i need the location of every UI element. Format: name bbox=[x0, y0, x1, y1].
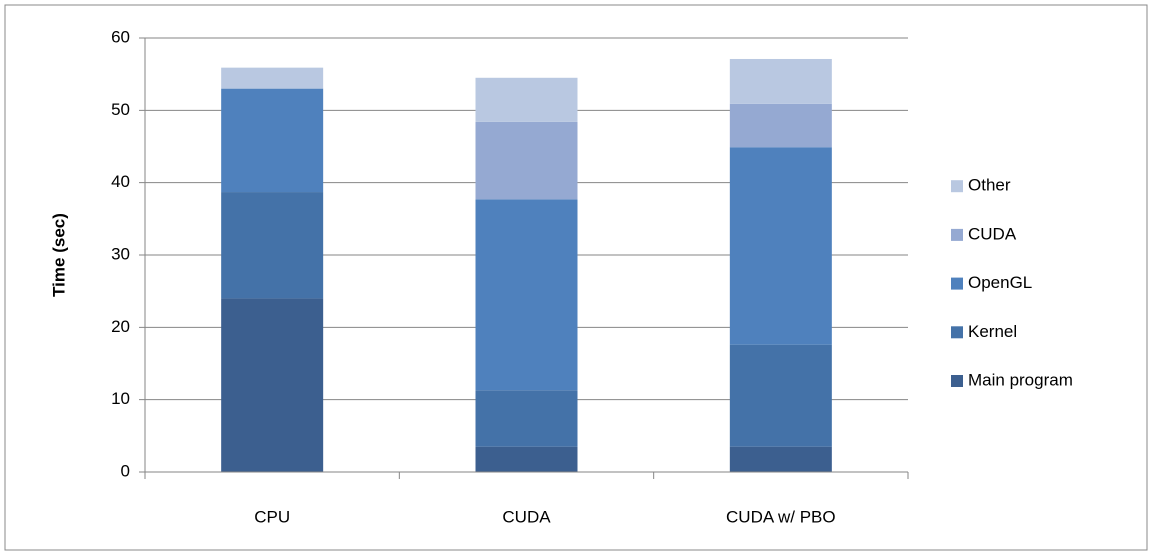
legend-swatch bbox=[951, 277, 963, 290]
bar-segment bbox=[475, 121, 578, 200]
x-tick-label: CPU bbox=[254, 507, 290, 526]
bar-segment bbox=[729, 446, 832, 472]
legend-swatch bbox=[951, 326, 963, 339]
bar-segment bbox=[221, 88, 324, 193]
y-tick-label: 50 bbox=[111, 100, 130, 119]
y-axis-label: Time (sec) bbox=[49, 213, 68, 297]
legend-label: Main program bbox=[968, 370, 1073, 389]
y-tick-label: 10 bbox=[111, 389, 130, 408]
legend-label: CUDA bbox=[968, 224, 1017, 243]
x-tick-label: CUDA bbox=[502, 507, 551, 526]
legend-label: Kernel bbox=[968, 322, 1017, 341]
y-tick-label: 0 bbox=[121, 461, 130, 480]
legend-swatch bbox=[951, 228, 963, 241]
bar-segment bbox=[221, 298, 324, 472]
y-tick-label: 30 bbox=[111, 244, 130, 263]
bar-segment bbox=[475, 446, 578, 472]
legend-label: OpenGL bbox=[968, 273, 1032, 292]
y-tick-label: 20 bbox=[111, 317, 130, 336]
bar-segment bbox=[729, 344, 832, 447]
legend-swatch bbox=[951, 375, 963, 387]
bar-segment bbox=[475, 77, 578, 122]
bar-segment bbox=[729, 103, 832, 148]
bar-segment bbox=[475, 390, 578, 447]
y-tick-label: 60 bbox=[111, 27, 130, 46]
bar-segment bbox=[221, 67, 324, 89]
legend-swatch bbox=[951, 180, 963, 193]
bar-segment bbox=[221, 192, 324, 299]
y-tick-label: 40 bbox=[111, 172, 130, 191]
bar-segment bbox=[475, 199, 578, 391]
x-tick-label: CUDA w/ PBO bbox=[726, 507, 836, 526]
legend-label: Other bbox=[968, 176, 1011, 195]
bar-segment bbox=[729, 147, 832, 345]
bar-segment bbox=[729, 58, 832, 104]
